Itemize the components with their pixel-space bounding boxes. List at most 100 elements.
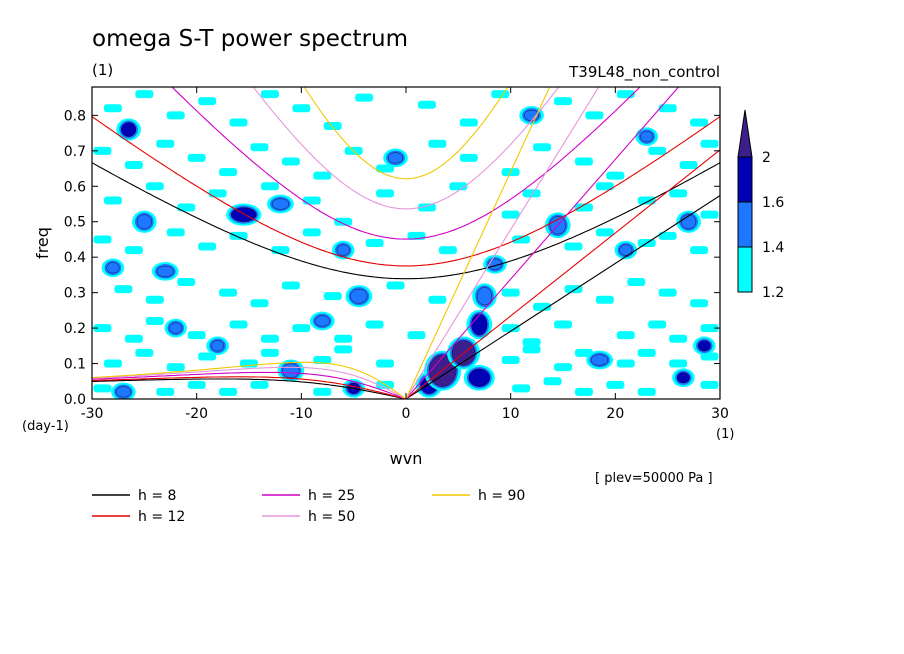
low-power-patch [637,348,656,357]
kelvin-wave-curve [405,149,720,399]
kelvin-wave-curve [405,87,680,399]
low-power-patch [208,189,227,198]
low-power-patch [229,118,248,127]
low-power-patch [260,182,279,191]
colorbar-label: 1.6 [762,195,784,211]
power-contour-core [314,315,330,327]
power-contour-core [136,214,152,230]
low-power-patch [376,189,395,198]
low-power-patch [135,348,154,357]
gravity-wave-curve [252,87,560,210]
low-power-patch [93,235,112,244]
low-power-patch [417,203,436,212]
low-power-patch [145,295,164,304]
rossby-wave-curve [92,376,407,399]
low-power-patch [271,246,290,255]
low-power-patch [376,359,395,368]
low-power-patch [438,246,457,255]
plot-area [93,90,719,399]
low-power-patch [417,100,436,109]
low-power-patch [177,278,196,286]
low-power-patch [512,235,531,244]
low-power-patch [250,380,269,389]
low-power-patch [606,171,625,180]
low-power-patch [292,104,311,113]
low-power-patch [302,228,321,237]
dispersion-curves [92,87,720,399]
low-power-patch [637,387,656,396]
power-contour-core [169,322,183,334]
low-power-patch [428,139,447,148]
low-power-patch [501,288,520,297]
low-power-patch [501,210,520,219]
low-power-patch [690,118,709,127]
power-contour-core [471,313,488,336]
low-power-patch [114,285,133,294]
low-power-patch [637,196,656,205]
low-power-patch [166,363,185,372]
power-contour-core [106,262,120,274]
low-power-patch [459,153,478,162]
x-tick-label: -30 [81,406,104,422]
low-power-patch [103,104,122,113]
low-power-patch [690,299,709,308]
low-power-patch [554,363,572,372]
low-power-patch [135,90,154,99]
low-power-patch [407,331,426,340]
power-contour-core [476,287,493,306]
legend-label: h = 8 [138,488,176,504]
y-tick-label: 0.6 [64,179,86,195]
low-power-patch [281,157,300,166]
low-power-patch [187,331,206,340]
low-power-patch [313,356,332,364]
low-power-patch [554,320,572,329]
pressure-level-annotation: [ plev=50000 Pa ] [595,471,713,486]
low-power-patch [700,380,719,389]
chart-title: omega S-T power spectrum [92,26,408,52]
low-power-patch [648,320,667,329]
low-power-patch [93,324,112,333]
low-power-patch [658,231,677,240]
low-power-patch [219,288,238,297]
low-power-patch [260,348,279,357]
power-contour-core [676,372,690,384]
low-power-patch [177,203,196,212]
low-power-patch [145,317,164,325]
kelvin-wave-curve [405,87,600,399]
low-power-patch [700,139,719,148]
x-tick-label: -20 [185,406,208,422]
x-tick-label: 0 [402,406,411,422]
low-power-patch [250,143,269,152]
power-contour-core [121,122,137,137]
experiment-label: T39L48_non_control [568,63,720,82]
low-power-patch [281,281,300,290]
colorbar-label: 2 [762,150,771,166]
low-power-patch [522,338,541,347]
low-power-patch [219,387,238,396]
low-power-patch [491,90,510,99]
low-power-patch [323,292,342,301]
low-power-patch [229,231,248,240]
low-power-patch [554,97,572,106]
power-contour-core [350,288,368,304]
y-tick-label: 0.4 [64,250,86,266]
kelvin-wave-curve [405,195,720,399]
low-power-patch [679,161,698,169]
kelvin-wave-curve [405,87,551,399]
y-axis-label: freq [33,227,52,259]
low-power-patch [585,111,604,120]
low-power-patch [522,189,541,198]
low-power-patch [574,157,593,166]
rossby-wave-curve [92,378,407,399]
low-power-patch [323,122,342,130]
y-tick-label: 0.0 [64,392,86,408]
colorbar-swatch [737,201,753,248]
low-power-patch [219,168,238,177]
low-power-patch [658,104,677,113]
low-power-patch [229,320,248,329]
y-tick-label: 0.2 [64,321,86,337]
low-power-patch [250,299,269,308]
low-power-patch [334,217,353,226]
low-power-patch [156,387,175,396]
